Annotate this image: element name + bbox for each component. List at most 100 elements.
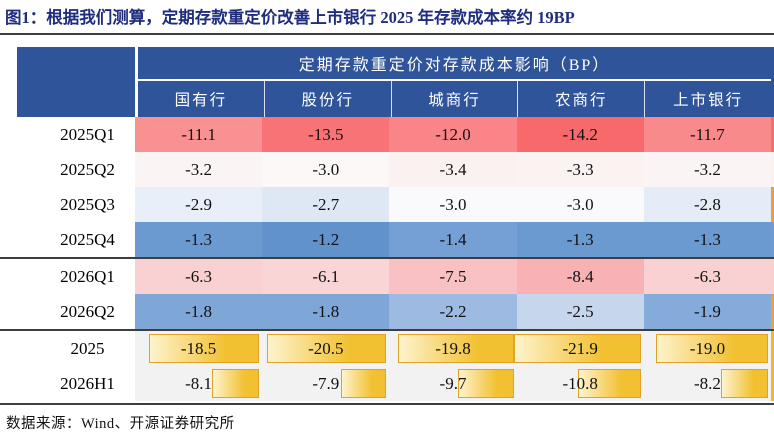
row-label: 2026Q1: [0, 259, 135, 294]
table-cell: -3.2: [135, 152, 263, 187]
table-cell: -7.9: [262, 366, 390, 401]
group-separator: [0, 329, 774, 331]
table-cell: -7.5: [389, 259, 517, 294]
table-cell: -3.0: [262, 152, 390, 187]
table-cell: -13.5: [262, 117, 390, 152]
data-bar: [656, 334, 769, 363]
cell-value: -11.7: [690, 124, 725, 144]
cell-value: -6.3: [693, 266, 721, 286]
cell-value: -2.2: [439, 301, 467, 321]
header-right: 定期存款重定价对存款成本影响（BP） 国有行 股份行 城商行 农商行 上市银行: [135, 47, 771, 117]
table-cell: -8.4: [516, 259, 644, 294]
table-row: 2026Q1 -6.3 -6.1 -7.5 -8.4 -6.3: [0, 259, 774, 294]
table-cell: -21.9: [513, 331, 644, 366]
cell-value: -1.8: [185, 301, 213, 321]
table-row: 2025Q4 -1.3 -1.2 -1.4 -1.3 -1.3: [0, 222, 774, 257]
table-cell: -1.9: [643, 294, 772, 329]
column-header: 国有行: [138, 81, 264, 117]
edge-sliver: [771, 222, 774, 257]
cell-value: -8.2: [693, 373, 721, 393]
edge-sliver: [771, 152, 774, 187]
cell-value: -8.1: [185, 373, 213, 393]
table-row: 2025 -18.5 -20.5 -19.8 -21.9 -19.0: [0, 331, 774, 366]
cell-value: -3.0: [439, 194, 467, 214]
cell-value: -1.3: [566, 229, 594, 249]
edge-sliver: [771, 366, 774, 401]
column-header: 城商行: [390, 81, 518, 117]
row-label: 2026Q2: [0, 294, 135, 329]
table-cell: -1.3: [516, 222, 644, 257]
cell-value: -19.0: [689, 338, 726, 358]
table-cell: -6.3: [135, 259, 263, 294]
column-header: 股份行: [263, 81, 391, 117]
table-cell: -1.2: [262, 222, 390, 257]
cell-value: -13.5: [308, 124, 344, 144]
data-bar: [212, 369, 260, 398]
cell-value: -14.2: [562, 124, 598, 144]
cell-value: -18.5: [180, 338, 217, 358]
cell-value: -20.5: [308, 338, 344, 358]
cell-value: -2.7: [312, 194, 340, 214]
table-cell: -6.1: [262, 259, 390, 294]
table-cell: -3.4: [389, 152, 517, 187]
data-bar: [397, 334, 514, 363]
cell-value: -1.8: [312, 301, 340, 321]
data-bar: [720, 369, 769, 398]
table-cell: -3.0: [516, 187, 644, 222]
table-cell: -10.8: [516, 366, 644, 401]
cell-value: -1.3: [185, 229, 213, 249]
cell-value: -6.3: [185, 266, 213, 286]
row-label: 2025Q4: [0, 222, 135, 257]
cell-value: -11.1: [181, 124, 216, 144]
column-header-row: 国有行 股份行 城商行 农商行 上市银行: [138, 81, 771, 117]
cell-value: -2.8: [693, 194, 721, 214]
cell-value: -3.0: [566, 194, 594, 214]
row-label: 2025Q3: [0, 187, 135, 222]
table-cell: -6.3: [643, 259, 772, 294]
table-cell: -2.5: [516, 294, 644, 329]
data-bar: [513, 334, 641, 363]
row-label: 2025: [0, 331, 135, 366]
table-cell: -1.4: [389, 222, 517, 257]
data-bar: [578, 369, 641, 398]
table-cell: -11.1: [135, 117, 263, 152]
cell-value: -7.9: [312, 373, 340, 393]
table-cell: -8.1: [135, 366, 263, 401]
data-bar: [457, 369, 514, 398]
table-cell: -8.2: [643, 366, 772, 401]
table-cell: -3.2: [643, 152, 772, 187]
edge-sliver: [771, 331, 774, 366]
table-cell: -1.8: [262, 294, 390, 329]
cell-value: -21.9: [562, 338, 598, 358]
cell-value: -12.0: [435, 124, 471, 144]
cell-value: -6.1: [312, 266, 340, 286]
table-cell: -3.3: [516, 152, 644, 187]
cell-value: -8.4: [566, 266, 594, 286]
cell-value: -3.2: [185, 159, 213, 179]
edge-sliver: [771, 259, 774, 294]
table-cell: -19.8: [389, 331, 517, 366]
column-header: 上市银行: [644, 81, 771, 117]
edge-sliver: [771, 117, 774, 152]
table-row: 2025Q3 -2.9 -2.7 -3.0 -3.0 -2.8: [0, 187, 774, 222]
cell-value: -7.5: [439, 266, 467, 286]
cell-value: -3.0: [312, 159, 340, 179]
corner-cell: [0, 47, 135, 117]
cell-value: -1.9: [693, 301, 721, 321]
table-cell: -20.5: [262, 331, 390, 366]
cell-value: -9.7: [439, 373, 467, 393]
cell-value: -1.4: [439, 229, 467, 249]
table-cell: -12.0: [389, 117, 517, 152]
table-cell: -2.9: [135, 187, 263, 222]
group-separator: [0, 257, 774, 259]
title-divider: [0, 33, 774, 35]
cell-value: -2.9: [185, 194, 213, 214]
table-cell: -9.7: [389, 366, 517, 401]
merged-header: 定期存款重定价对存款成本影响（BP）: [138, 47, 771, 81]
cell-value: -2.5: [566, 301, 594, 321]
table-cell: -2.7: [262, 187, 390, 222]
data-bar: [148, 334, 260, 363]
cell-value: -1.3: [693, 229, 721, 249]
row-label: 2025Q2: [0, 152, 135, 187]
table-cell: -11.7: [643, 117, 772, 152]
